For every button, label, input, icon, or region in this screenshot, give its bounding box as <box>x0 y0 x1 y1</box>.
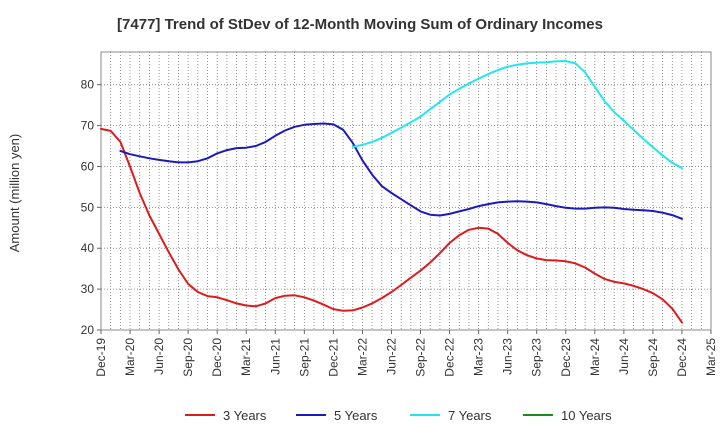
series-line-7-years <box>351 60 683 170</box>
legend-label: 7 Years <box>448 408 492 423</box>
x-tick-label: Dec-24 <box>675 338 689 377</box>
x-tick-label: Mar-20 <box>123 338 137 376</box>
x-tick-label: Mar-22 <box>355 338 369 376</box>
legend-label: 3 Years <box>223 408 267 423</box>
x-tick-label: Dec-23 <box>559 338 573 377</box>
x-tick-label: Jun-23 <box>501 338 515 375</box>
x-tick-label: Dec-20 <box>210 338 224 377</box>
y-tick-label: 20 <box>81 323 95 337</box>
legend-label: 10 Years <box>561 408 612 423</box>
x-tick-label: Mar-23 <box>472 338 486 376</box>
chart-title: [7477] Trend of StDev of 12-Month Moving… <box>117 16 603 33</box>
y-tick-label: 80 <box>81 78 95 92</box>
x-tick-label: Sep-22 <box>414 338 428 377</box>
x-tick-label: Mar-25 <box>704 338 718 376</box>
y-tick-label: 50 <box>81 200 95 214</box>
x-tick-label: Sep-24 <box>646 338 660 377</box>
plot-frame <box>100 51 712 331</box>
x-tick-label: Sep-20 <box>181 338 195 377</box>
x-tick-label: Mar-21 <box>239 338 253 376</box>
y-tick-label: 60 <box>81 159 95 173</box>
series-line-5-years <box>119 122 683 220</box>
x-tick-label: Dec-21 <box>326 338 340 377</box>
x-tick-label: Dec-22 <box>443 338 457 377</box>
y-tick-label: 40 <box>81 241 95 255</box>
x-tick-label: Jun-21 <box>268 338 282 375</box>
x-tick-label: Sep-21 <box>297 338 311 377</box>
x-tick-label: Mar-24 <box>588 338 602 376</box>
y-tick-label: 70 <box>81 119 95 133</box>
x-tick-label: Jun-22 <box>384 338 398 375</box>
x-tick-label: Sep-23 <box>530 338 544 377</box>
legend-label: 5 Years <box>334 408 378 423</box>
x-tick-label: Jun-24 <box>617 338 631 375</box>
y-axis-title: Amount (million yen) <box>7 134 22 253</box>
plot-area <box>101 52 711 330</box>
series-line-3-years <box>100 127 683 324</box>
y-tick-label: 30 <box>81 282 95 296</box>
x-tick-label: Dec-19 <box>94 338 108 377</box>
x-tick-label: Jun-20 <box>152 338 166 375</box>
